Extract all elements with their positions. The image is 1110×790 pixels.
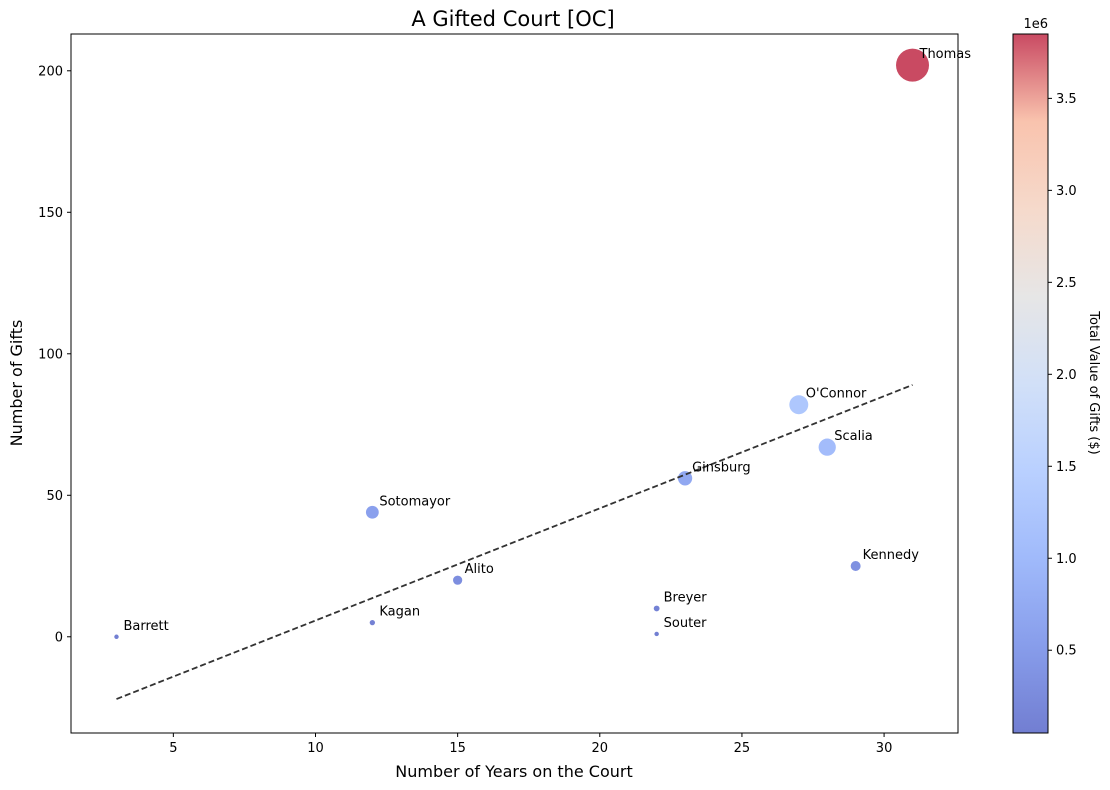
y-tick-label: 200 (38, 64, 63, 79)
point-label: Kennedy (863, 548, 920, 563)
data-point (653, 605, 660, 612)
y-axis: 0 50 100 150 200 (38, 64, 71, 645)
plot-area: Thomas O'Connor Scalia Ginsburg Sotomayor Ken… (114, 47, 972, 700)
data-point (453, 575, 463, 585)
plot-frame (70, 33, 959, 734)
point-label: Kagan (379, 605, 420, 620)
point-label: Scalia (834, 429, 873, 444)
data-point (677, 471, 693, 486)
x-tick-label: 10 (307, 741, 324, 756)
point-label: O'Connor (806, 387, 867, 402)
x-axis: 5 10 15 20 25 30 (169, 733, 892, 756)
point-label: Thomas (919, 47, 972, 62)
colorbar-tick-label: 2.0 (1056, 368, 1077, 383)
y-tick-label: 100 (38, 347, 63, 362)
point-label: Breyer (664, 590, 708, 605)
colorbar-frame (1012, 33, 1049, 734)
point-label: Ginsburg (692, 460, 751, 475)
colorbar-tick-label: 2.5 (1056, 276, 1077, 291)
point-label: Souter (664, 616, 708, 631)
colorbar-tick-label: 1.0 (1056, 552, 1077, 567)
x-tick-label: 25 (734, 741, 751, 756)
colorbar-title: Total Value of Gifts ($) (1086, 310, 1101, 454)
point-label: Barrett (123, 619, 168, 634)
data-point (850, 561, 861, 572)
colorbar: 0.5 1.0 1.5 2.0 2.5 3.0 3.5 1e6 Total Value of… (1012, 17, 1101, 734)
y-axis-title: Number of Gifts (7, 320, 26, 447)
data-point (114, 634, 119, 640)
data-point (369, 619, 376, 626)
y-tick-label: 0 (55, 630, 63, 645)
y-tick-label: 50 (46, 489, 63, 504)
colorbar-scale-label: 1e6 (1023, 17, 1048, 32)
data-point (365, 505, 379, 519)
x-tick-label: 30 (876, 741, 893, 756)
colorbar-tick-label: 3.5 (1056, 92, 1077, 107)
x-tick-label: 20 (592, 741, 609, 756)
y-tick-label: 150 (38, 206, 63, 221)
data-point (789, 395, 809, 415)
point-label: Alito (465, 562, 494, 577)
trend-line (116, 384, 913, 700)
x-tick-label: 15 (449, 741, 466, 756)
data-point (818, 438, 836, 456)
colorbar-tick-label: 0.5 (1056, 644, 1077, 659)
x-axis-title: Number of Years on the Court (395, 762, 632, 781)
point-label: Sotomayor (379, 494, 451, 509)
data-point (654, 631, 659, 637)
colorbar-tick-label: 1.5 (1056, 460, 1077, 475)
x-tick-label: 5 (169, 741, 177, 756)
colorbar-gradient (1013, 34, 1048, 733)
data-point (896, 48, 930, 82)
colorbar-tick-label: 3.0 (1056, 184, 1077, 199)
chart-title: A Gifted Court [OC] (411, 7, 614, 31)
